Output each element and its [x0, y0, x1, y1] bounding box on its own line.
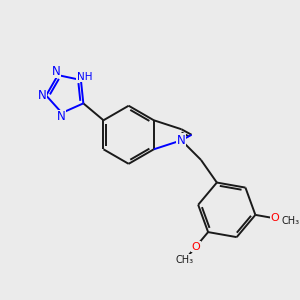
- Text: O: O: [270, 213, 279, 223]
- Text: N: N: [177, 134, 186, 147]
- Text: CH₃: CH₃: [176, 255, 194, 265]
- Text: N: N: [52, 65, 61, 78]
- Text: N: N: [38, 89, 46, 102]
- Text: N: N: [57, 110, 65, 124]
- Text: CH₃: CH₃: [282, 216, 300, 226]
- Text: NH: NH: [77, 72, 92, 82]
- Text: O: O: [191, 242, 200, 252]
